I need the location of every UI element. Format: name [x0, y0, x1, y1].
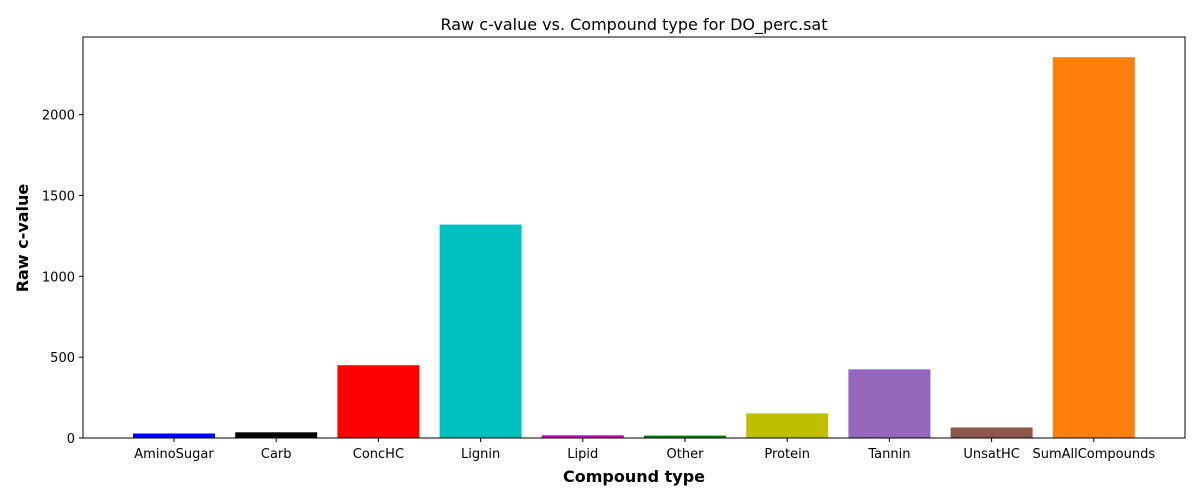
bar-aminosugar	[133, 433, 215, 438]
x-axis-ticks: AminoSugar Carb ConcHC Lignin Lipid Other Prot…	[134, 438, 1155, 462]
x-tick-label: Tannin	[867, 447, 910, 462]
x-tick-label: ConcHC	[353, 447, 404, 462]
x-tick-label: Lipid	[567, 447, 598, 462]
bar-lignin	[439, 224, 522, 438]
y-tick-label: 2000	[42, 109, 75, 124]
bar-lipid	[541, 435, 624, 438]
bar-unsathc	[950, 427, 1033, 438]
y-tick-label: 0	[67, 432, 75, 447]
chart-title: Raw c-value vs. Compound type for DO_per…	[440, 15, 827, 35]
x-axis-label: Compound type	[563, 467, 705, 486]
bars-layer	[133, 57, 1135, 438]
bar-conchc	[337, 365, 420, 438]
y-tick-label: 500	[50, 351, 75, 366]
bar-tannin	[848, 369, 931, 438]
x-tick-label: AminoSugar	[134, 447, 214, 462]
bar-sumallcompounds	[1052, 57, 1135, 438]
x-tick-label: Lignin	[461, 447, 500, 462]
x-tick-label: Protein	[764, 447, 810, 462]
y-tick-label: 1500	[42, 189, 75, 204]
x-tick-label: Other	[667, 447, 705, 462]
bar-other	[644, 435, 726, 438]
x-tick-label: UnsatHC	[963, 447, 1019, 462]
y-axis-label: Raw c-value	[13, 184, 32, 293]
x-tick-label: Carb	[261, 447, 292, 462]
plot-frame	[82, 36, 1186, 439]
bar-protein	[746, 413, 829, 438]
bar-carb	[235, 432, 318, 438]
y-axis-ticks: 0 500 1000 1500 2000	[42, 109, 83, 447]
y-tick-label: 1000	[42, 270, 75, 285]
x-tick-label: SumAllCompounds	[1032, 447, 1155, 462]
